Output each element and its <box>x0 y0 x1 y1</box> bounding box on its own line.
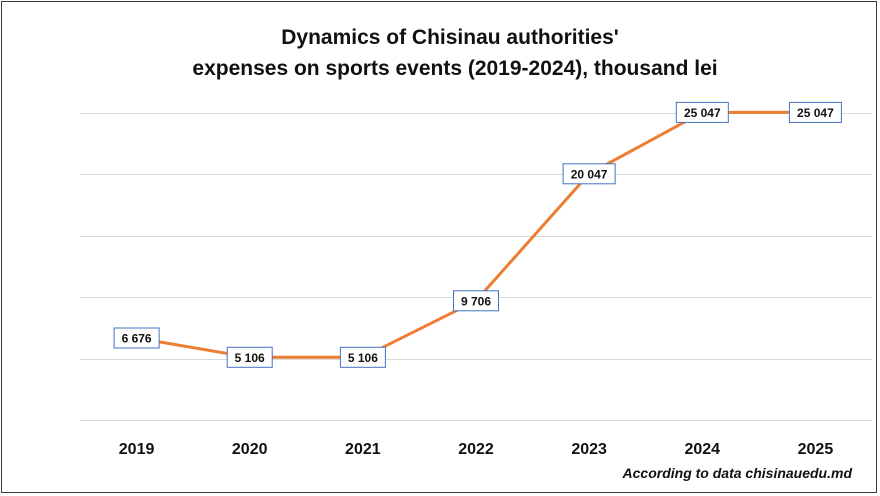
data-label: 20 047 <box>571 167 608 181</box>
data-label: 5 106 <box>235 351 265 365</box>
data-label-box <box>339 346 386 368</box>
data-label: 6 676 <box>122 332 152 346</box>
data-label: 25 047 <box>684 106 721 120</box>
data-label: 9 706 <box>461 294 491 308</box>
data-label: 5 106 <box>348 351 378 365</box>
x-tick-label: 2019 <box>119 441 155 458</box>
chart-title-line2: expenses on sports events (2019-2024), t… <box>192 57 718 80</box>
data-label-box <box>453 290 499 312</box>
data-label-box <box>562 163 616 185</box>
x-tick-label: 2020 <box>232 441 268 458</box>
source-note: According to data chisinauedu.md <box>622 465 852 481</box>
x-tick-label: 2022 <box>458 441 494 458</box>
x-tick-label: 2025 <box>798 441 834 458</box>
chart-title-line1: Dynamics of Chisinau authorities' <box>281 26 619 49</box>
chart-title: Dynamics of Chisinau authorities' expens… <box>0 22 880 84</box>
data-label-box <box>113 327 160 349</box>
x-tick-label: 2021 <box>345 441 381 458</box>
data-label-box <box>675 101 729 123</box>
x-tick-label: 2023 <box>571 441 607 458</box>
data-label: 25 047 <box>797 106 834 120</box>
data-label-box <box>788 101 842 123</box>
series-line <box>135 110 817 359</box>
x-tick-label: 2024 <box>684 441 720 458</box>
data-label-box <box>226 346 273 368</box>
